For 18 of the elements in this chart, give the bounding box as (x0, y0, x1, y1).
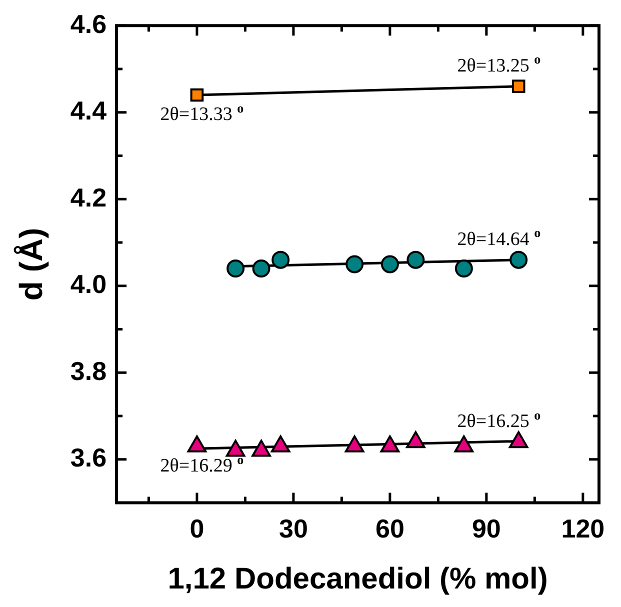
annotation: 2θ=16.29 o (160, 452, 244, 476)
x-tick-label: 60 (375, 514, 404, 544)
annotation: 2θ=14.64 o (457, 225, 541, 250)
x-tick-label: 0 (190, 514, 204, 544)
y-tick-label: 4.2 (70, 182, 107, 212)
annotation: 2θ=13.25 o (457, 52, 541, 76)
x-tick-label: 90 (472, 514, 501, 544)
x-tick-label: 120 (561, 514, 605, 544)
y-tick-label: 4.4 (70, 96, 108, 126)
x-tick-label: 30 (278, 514, 308, 544)
y-tick-label: 4.0 (70, 269, 107, 300)
x-axis-title: 1,12 Dodecanediol (% mol) (168, 562, 548, 596)
annotation: 2θ=13.33 o (160, 100, 244, 125)
y-tick-label: 4.6 (70, 8, 107, 39)
y-axis-title: d (Å) (13, 228, 50, 301)
y-tick-label: 3.6 (70, 442, 107, 473)
y-tick-label: 3.8 (70, 356, 107, 386)
annotation: 2θ=16.25 o (457, 407, 541, 432)
